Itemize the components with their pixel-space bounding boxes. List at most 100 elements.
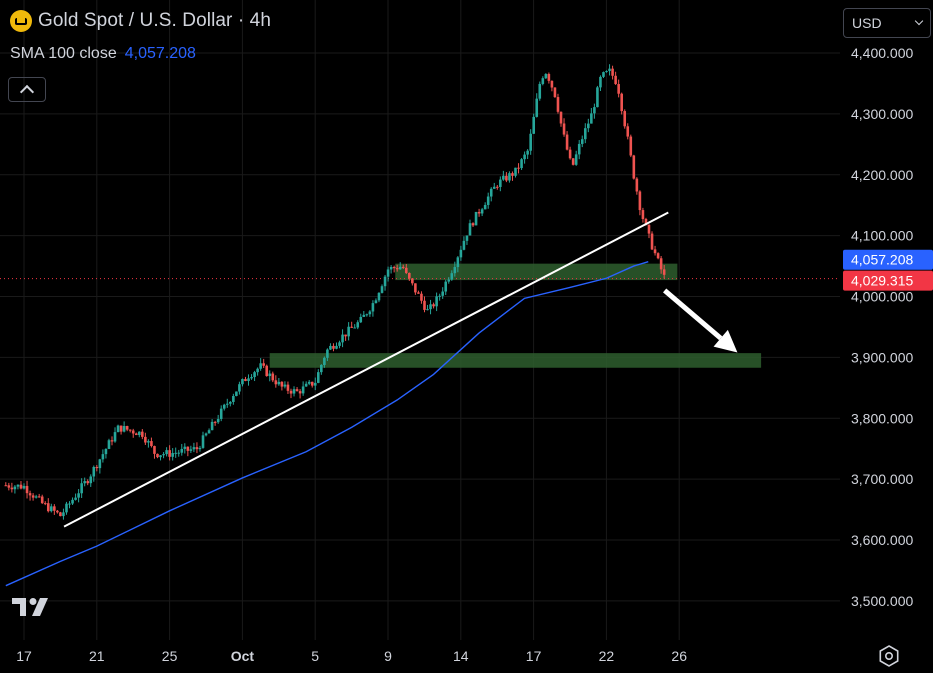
- candle-body: [46, 503, 50, 512]
- candle-body: [614, 75, 617, 85]
- candle-body: [171, 453, 174, 457]
- candle-body: [216, 418, 220, 423]
- candle-body: [50, 506, 53, 512]
- candle-body: [386, 269, 390, 277]
- indicator-label[interactable]: SMA 100 close: [10, 45, 117, 62]
- candle-body: [511, 173, 514, 176]
- candle-body: [74, 497, 77, 500]
- candle-body: [480, 209, 484, 214]
- candle-body: [341, 334, 344, 343]
- candle-body: [222, 404, 226, 409]
- candle-body: [547, 74, 551, 81]
- collapse-legend-button[interactable]: [8, 77, 46, 102]
- candle-body: [113, 432, 117, 442]
- candle-body: [86, 481, 90, 484]
- y-tick-label: 3,500.000: [851, 593, 913, 609]
- support-zone: [269, 353, 762, 368]
- candle-body: [28, 493, 32, 496]
- candle-body: [453, 267, 457, 274]
- candle-body: [289, 390, 293, 394]
- candle-body: [608, 68, 611, 72]
- candle-body: [532, 116, 536, 134]
- candle-body: [31, 495, 35, 498]
- y-tick-label: 4,300.000: [851, 106, 913, 122]
- candle-body: [571, 158, 575, 165]
- candle-body: [13, 486, 17, 490]
- candle-body: [417, 292, 420, 294]
- candle-body: [404, 267, 408, 273]
- candle-body: [414, 283, 417, 293]
- candle-body: [447, 279, 451, 282]
- candle-body: [426, 309, 429, 311]
- candle-body: [474, 211, 478, 226]
- candle-body: [517, 167, 520, 169]
- candle-body: [456, 257, 460, 268]
- candle-body: [147, 441, 150, 443]
- y-tick-label: 3,700.000: [851, 471, 913, 487]
- candle-body: [186, 446, 190, 451]
- symbol-title[interactable]: Gold Spot / U.S. Dollar · 4h: [38, 10, 272, 31]
- candle-body: [265, 365, 269, 377]
- candle-body: [92, 466, 96, 477]
- currency-value: USD: [852, 15, 882, 31]
- candle-body: [656, 253, 660, 259]
- candle-body: [268, 373, 272, 377]
- candle-body: [641, 210, 645, 220]
- candle-body: [307, 381, 311, 384]
- y-tick-label: 3,600.000: [851, 532, 913, 548]
- candle-body: [559, 111, 563, 124]
- arrow-head: [713, 329, 738, 353]
- last-price-badge-text: 4,029.315: [851, 273, 913, 289]
- candle-body: [459, 249, 463, 258]
- candle-body: [62, 512, 65, 517]
- currency-select[interactable]: USD: [843, 8, 931, 38]
- candle-body: [629, 136, 633, 156]
- price-axis[interactable]: 3,500.000 3,600.000 3,700.000 3,800.000 3,90…: [851, 45, 913, 609]
- candle-body: [362, 314, 366, 317]
- candle-body: [37, 496, 41, 498]
- candle-body: [593, 107, 596, 114]
- candle-body: [225, 403, 229, 405]
- grid: [0, 0, 840, 640]
- candle-body: [25, 485, 29, 494]
- candle-body: [241, 379, 244, 385]
- candle-body: [365, 314, 369, 316]
- candle-body: [477, 211, 481, 214]
- candle-body: [541, 78, 545, 84]
- support-zone: [395, 263, 678, 281]
- candle-body: [462, 240, 466, 250]
- candle-body: [380, 286, 384, 293]
- candle-body: [301, 386, 305, 394]
- candle-body: [292, 389, 296, 394]
- trendline[interactable]: [63, 211, 669, 528]
- candle-body: [377, 292, 381, 301]
- candle-body: [574, 154, 578, 165]
- gear-icon[interactable]: [877, 644, 901, 668]
- candle-body: [483, 204, 487, 210]
- gold-symbol-icon: [10, 10, 32, 32]
- candle-body: [502, 175, 505, 180]
- candle-body: [644, 219, 648, 225]
- candle-body: [550, 80, 554, 88]
- indicator-legend: SMA 100 close 4,057.208: [10, 45, 196, 63]
- candle-body: [189, 449, 193, 451]
- candle-body: [526, 150, 529, 155]
- candle-body: [596, 87, 599, 108]
- candle-body: [83, 481, 86, 484]
- candle-body: [10, 487, 14, 490]
- candle-body: [486, 196, 490, 205]
- candle-body: [247, 378, 250, 382]
- candle-body: [131, 430, 135, 434]
- x-tick-label: 26: [671, 648, 687, 664]
- candle-body: [535, 98, 539, 117]
- candle-body: [119, 425, 123, 432]
- candle-body: [505, 175, 508, 181]
- candle-body: [162, 454, 165, 456]
- candle-body: [238, 384, 241, 392]
- candle-body: [235, 391, 238, 396]
- time-axis[interactable]: 17 21 25 Oct 5 9 14 17 22 26: [16, 648, 687, 664]
- x-tick-label: 17: [16, 648, 32, 664]
- candle-body: [150, 441, 153, 447]
- candle-body: [392, 267, 396, 269]
